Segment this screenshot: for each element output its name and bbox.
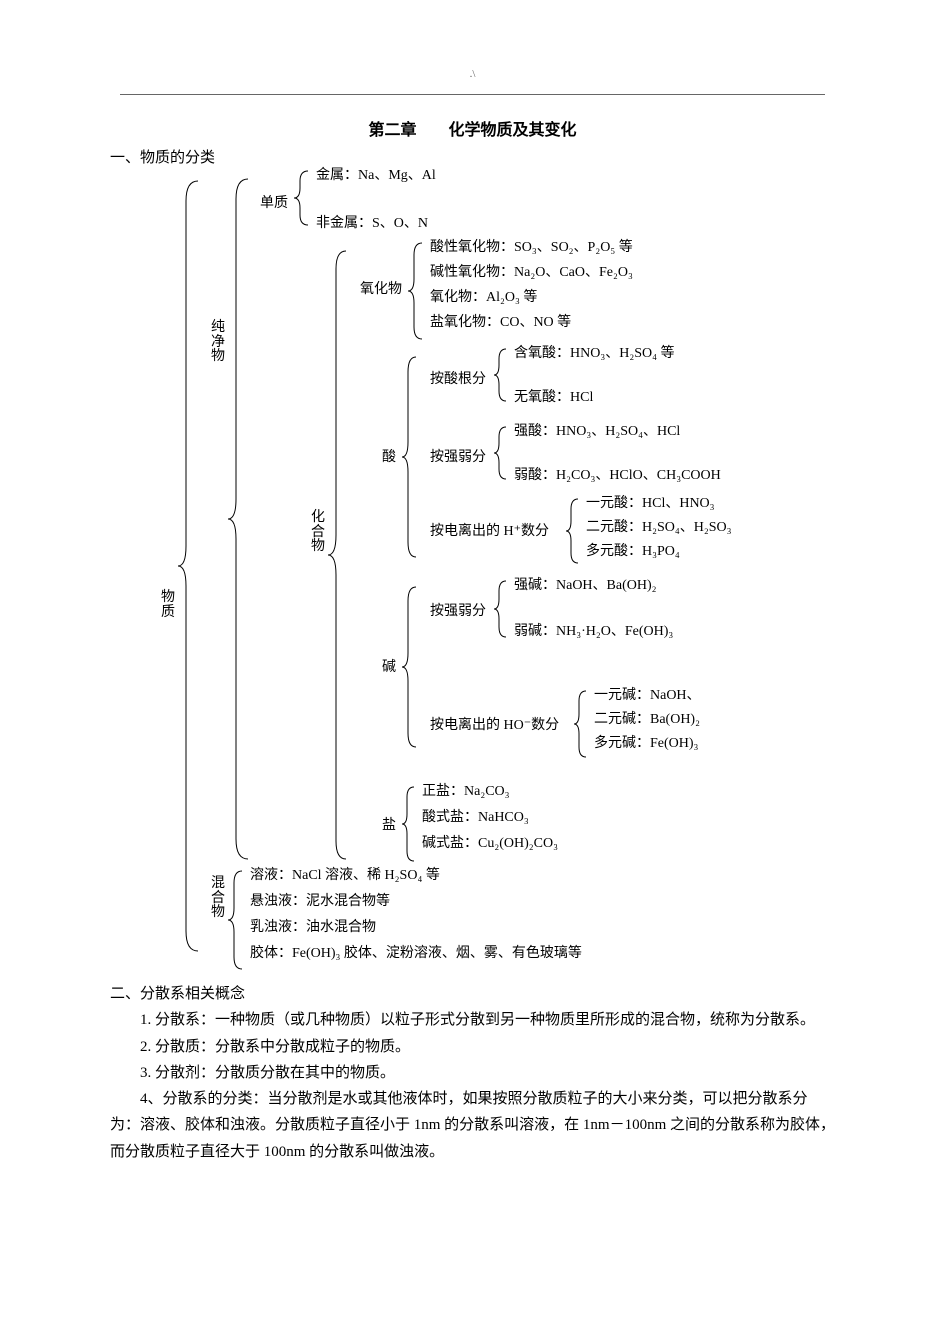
leaf-salt-normal: 正盐：Na₂CO₃ [422, 783, 510, 801]
node-root: 物质 [160, 591, 176, 620]
classification-tree: 物质 纯净物 单质 金属：Na、Mg、Al 非金属：S、O、N 氧化物 酸性氧化… [110, 171, 835, 981]
para-4: 4、分散系的分类：当分散剂是水或其他液体时，如果按照分散质粒子的大小来分类，可以… [110, 1086, 835, 1165]
node-acid-by-h: 按电离出的 H⁺数分 [430, 523, 549, 541]
leaf-oxide-amphoteric: 氧化物：Al₂O₃ 等 [430, 289, 537, 307]
chapter-title: 第二章 化学物质及其变化 [110, 116, 835, 140]
node-acid-by-strength: 按强弱分 [430, 449, 486, 467]
node-base-by-oh: 按电离出的 HO⁻数分 [430, 717, 559, 735]
para-2: 2. 分散质：分散系中分散成粒子的物质。 [110, 1034, 835, 1060]
leaf-base-mono: 一元碱：NaOH、 [594, 687, 701, 705]
node-base: 碱 [382, 659, 396, 677]
node-salt: 盐 [382, 817, 396, 835]
leaf-acid-mono: 一元酸：HCl、HNO₃ [586, 495, 715, 513]
para-1: 1. 分散系：一种物质（或几种物质）以粒子形式分散到另一种物质里所形成的混合物，… [110, 1007, 835, 1033]
node-acid-by-root: 按酸根分 [430, 371, 486, 389]
leaf-acid-di: 二元酸：H₂SO₄、H₂SO₃ [586, 519, 732, 537]
leaf-oxide-nonsalt: 盐氧化物：CO、NO 等 [430, 314, 571, 332]
leaf-salt-basic: 碱式盐：Cu₂(OH)₂CO₃ [422, 835, 558, 853]
leaf-base-weak: 弱碱：NH₃·H₂O、Fe(OH)₃ [514, 623, 673, 641]
node-acid: 酸 [382, 449, 396, 467]
node-mixture: 混合物 [210, 877, 226, 921]
leaf-acid-nonoxy: 无氧酸：HCl [514, 389, 593, 407]
leaf-base-di: 二元碱：Ba(OH)₂ [594, 711, 700, 729]
node-pure: 纯净物 [210, 321, 226, 365]
node-compound: 化合物 [310, 511, 326, 555]
leaf-mix-colloid: 胶体：Fe(OH)₃ 胶体、淀粉溶液、烟、雾、有色玻璃等 [250, 945, 582, 963]
node-oxide: 氧化物 [360, 281, 402, 299]
leaf-acid-oxy: 含氧酸：HNO₃、H₂SO₄ 等 [514, 345, 674, 363]
node-elementary: 单质 [260, 195, 288, 213]
leaf-base-poly: 多元碱：Fe(OH)₃ [594, 735, 698, 753]
node-base-by-strength: 按强弱分 [430, 603, 486, 621]
para-3: 3. 分散剂：分散质分散在其中的物质。 [110, 1060, 835, 1086]
leaf-mix-suspension: 悬浊液：泥水混合物等 [250, 893, 390, 911]
section-2-title: 二、分散系相关概念 [110, 981, 835, 1007]
leaf-mix-solution: 溶液：NaCl 溶液、稀 H₂SO₄ 等 [250, 867, 440, 885]
leaf-acid-poly: 多元酸：H₃PO₄ [586, 543, 680, 561]
leaf-nonmetal: 非金属：S、O、N [316, 215, 428, 233]
leaf-acid-weak: 弱酸：H₂CO₃、HClO、CH₃COOH [514, 467, 721, 485]
leaf-salt-acid: 酸式盐：NaHCO₃ [422, 809, 529, 827]
header-rule [120, 94, 825, 95]
leaf-metal: 金属：Na、Mg、Al [316, 167, 436, 185]
leaf-acid-strong: 强酸：HNO₃、H₂SO₄、HCl [514, 423, 680, 441]
section-1-title: 一、物质的分类 [110, 146, 835, 167]
leaf-mix-emulsion: 乳浊液：油水混合物 [250, 919, 376, 937]
leaf-oxide-basic: 碱性氧化物：Na₂O、CaO、Fe₂O₃ [430, 264, 633, 282]
leaf-base-strong: 强碱：NaOH、Ba(OH)₂ [514, 577, 657, 595]
header-mark: .\ [0, 68, 945, 80]
section-2-block: 二、分散系相关概念 1. 分散系：一种物质（或几种物质）以粒子形式分散到另一种物… [110, 981, 835, 1165]
leaf-oxide-acidic: 酸性氧化物：SO₃、SO₂、P₂O₅ 等 [430, 239, 633, 257]
